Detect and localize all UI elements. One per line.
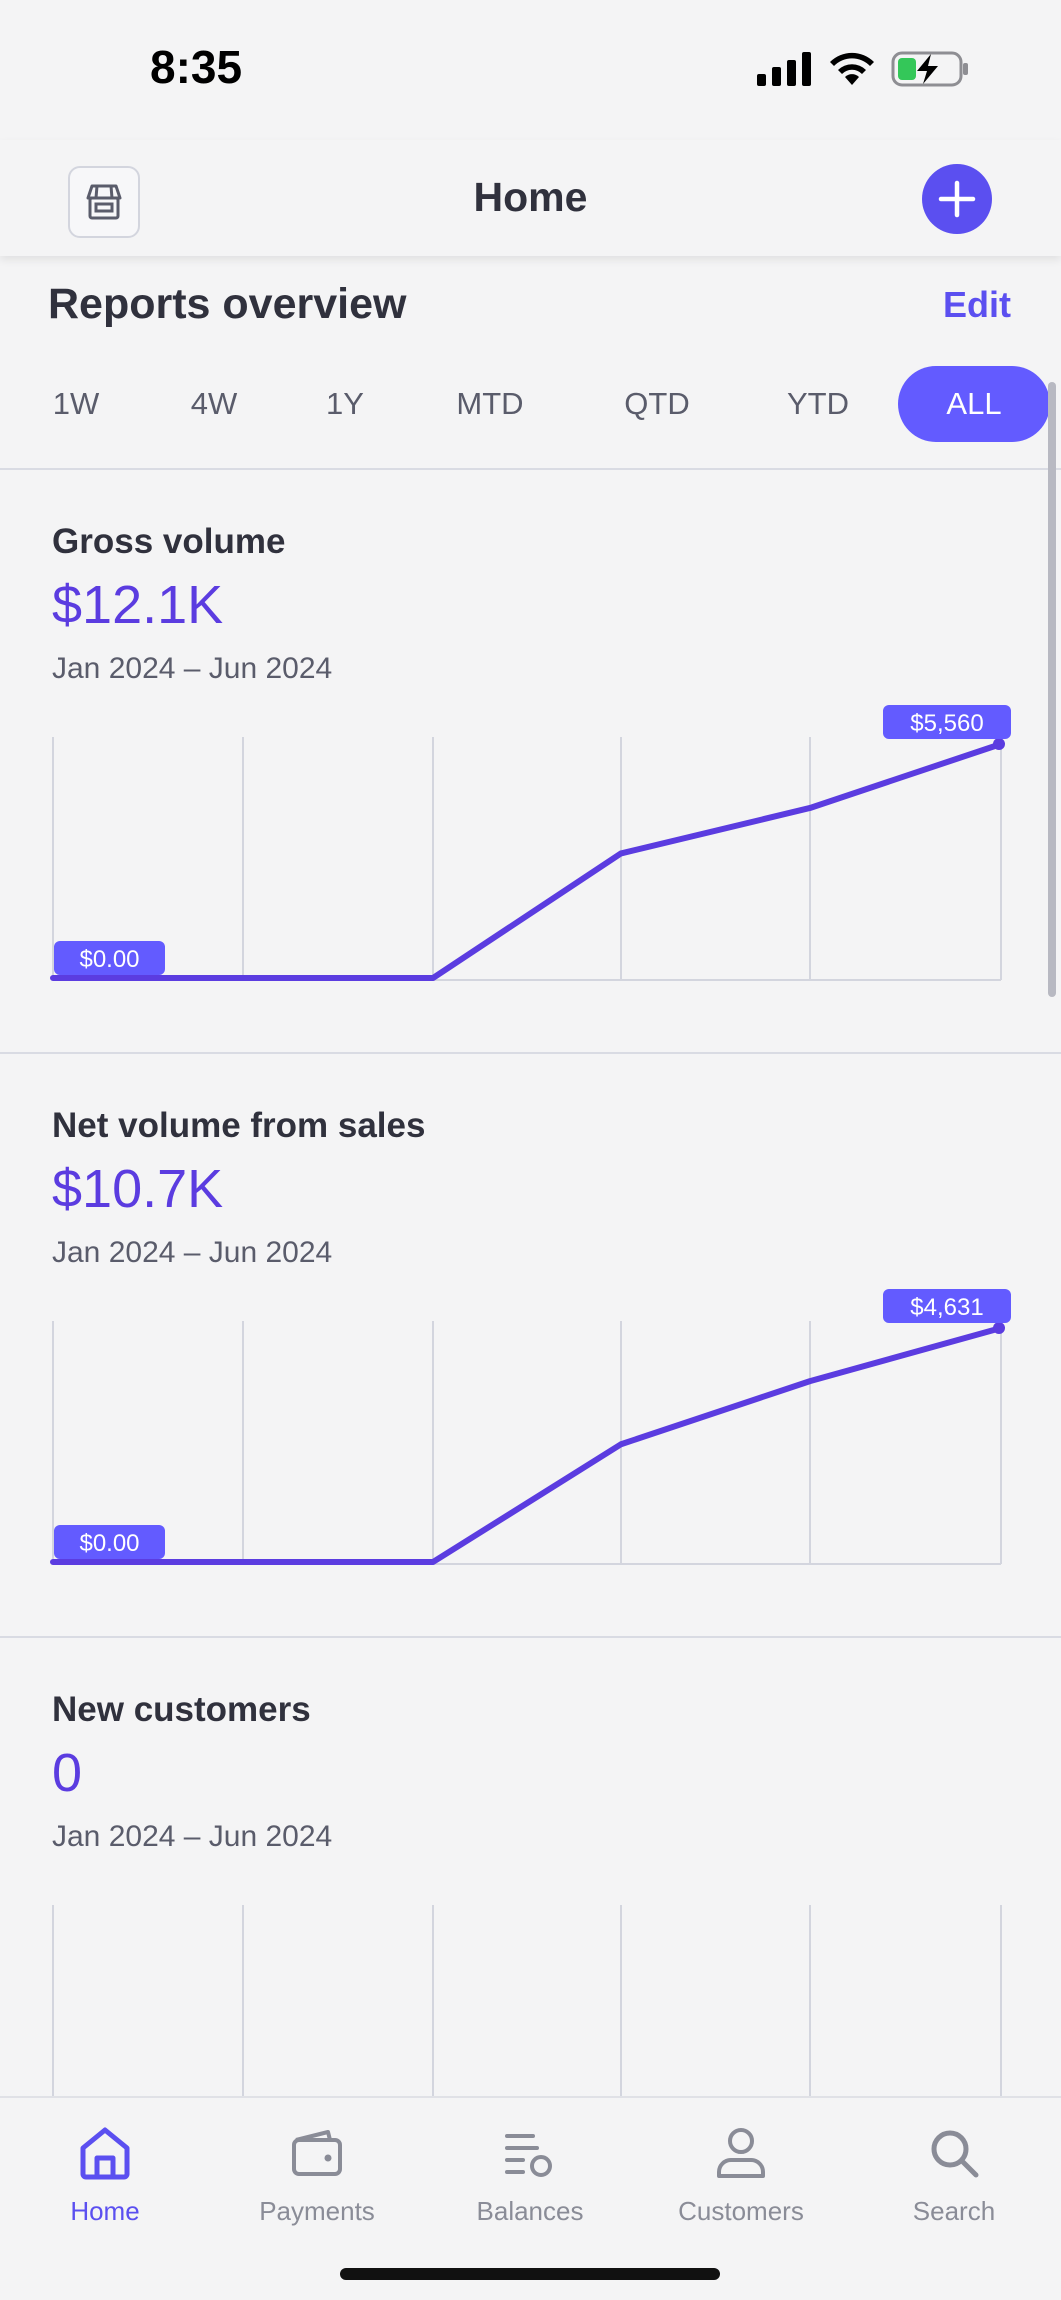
range-tab-1w[interactable]: 1W <box>52 386 100 421</box>
tab-search[interactable]: Search <box>864 2118 1044 2227</box>
series-line <box>50 741 1004 981</box>
tab-payments[interactable]: Payments <box>227 2118 407 2227</box>
report-card-gross-volume[interactable]: Gross volume $12.1K Jan 2024 – Jun 2024 … <box>0 522 1061 1052</box>
person-icon <box>717 2128 765 2178</box>
divider <box>0 1052 1061 1054</box>
page-title: Home <box>473 174 588 220</box>
bottom-tab-bar: Home Payments Balances <box>0 2096 1061 2300</box>
storefront-icon <box>86 184 122 220</box>
data-point <box>240 1559 246 1565</box>
start-value-label-bg <box>54 941 165 975</box>
card-title: Gross volume <box>52 522 286 561</box>
report-card-net-volume[interactable]: Net volume from sales $10.7K Jan 2024 – … <box>0 1106 1061 1636</box>
report-card-new-customers[interactable]: New customers 0 Jan 2024 – Jun 2024 <box>0 1690 1061 2096</box>
wifi-icon <box>830 52 874 85</box>
gross-volume-chart: $0.00 $5,560 <box>50 705 1011 981</box>
home-icon <box>80 2127 130 2180</box>
end-point <box>993 738 1005 750</box>
signal-icon <box>757 52 811 86</box>
card-title: New customers <box>52 1690 311 1729</box>
home-indicator <box>340 2268 720 2280</box>
plus-icon <box>938 180 976 218</box>
range-tab-qtd[interactable]: QTD <box>624 386 690 421</box>
tab-label: Payments <box>259 2196 375 2226</box>
tab-customers[interactable]: Customers <box>651 2118 831 2227</box>
end-value-label: $5,560 <box>910 710 983 737</box>
series-line <box>50 1325 1004 1565</box>
card-value: $12.1K <box>52 575 224 635</box>
status-bar: 8:35 <box>0 0 1061 140</box>
tab-label: Search <box>912 2196 996 2226</box>
search-icon <box>931 2130 979 2178</box>
data-point <box>807 1378 813 1384</box>
tab-home[interactable]: Home <box>15 2118 195 2227</box>
tab-label: Home <box>70 2196 140 2226</box>
tab-label: Balances <box>476 2196 584 2226</box>
range-selector: 1W 4W 1Y MTD QTD YTD ALL <box>0 366 1061 442</box>
range-tab-ytd[interactable]: YTD <box>787 386 849 421</box>
divider <box>0 1636 1061 1638</box>
range-tab-1y[interactable]: 1Y <box>326 386 364 421</box>
card-value: $10.7K <box>52 1159 224 1219</box>
divider <box>0 468 1061 470</box>
data-point <box>430 1559 436 1565</box>
top-nav-bar: Home <box>0 140 1061 256</box>
store-button[interactable] <box>68 166 140 238</box>
card-date-range: Jan 2024 – Jun 2024 <box>52 652 333 685</box>
data-point <box>50 1559 56 1565</box>
edit-button[interactable]: Edit <box>943 284 1011 325</box>
data-point <box>240 975 246 981</box>
card-title: Net volume from sales <box>52 1106 426 1145</box>
status-icons <box>757 50 969 88</box>
balances-icon <box>505 2134 552 2177</box>
net-volume-chart: $0.00 $4,631 <box>50 1289 1011 1565</box>
data-point <box>50 975 56 981</box>
start-value-label: $0.00 <box>79 946 139 973</box>
data-point <box>430 975 436 981</box>
data-point <box>618 850 624 856</box>
range-tab-all[interactable]: ALL <box>898 366 1050 442</box>
reports-title: Reports overview <box>48 280 407 328</box>
data-point <box>618 1441 624 1447</box>
battery-icon <box>891 51 968 87</box>
data-point <box>807 805 813 811</box>
new-customers-chart <box>52 1905 1002 2096</box>
end-point <box>993 1322 1005 1334</box>
wallet-icon <box>292 2130 342 2176</box>
scrollbar[interactable] <box>1048 382 1056 997</box>
add-button[interactable] <box>922 164 992 234</box>
card-date-range: Jan 2024 – Jun 2024 <box>52 1820 333 1853</box>
card-value: 0 <box>52 1743 83 1803</box>
tab-balances[interactable]: Balances <box>440 2118 620 2227</box>
start-value-label: $0.00 <box>79 1530 139 1557</box>
end-value-label: $4,631 <box>910 1294 983 1321</box>
range-tab-4w[interactable]: 4W <box>190 386 238 421</box>
card-date-range: Jan 2024 – Jun 2024 <box>52 1236 333 1269</box>
start-value-label-bg <box>54 1525 165 1559</box>
end-value-label-bg <box>883 1289 1011 1323</box>
status-time: 8:35 <box>150 41 243 93</box>
tab-label: Customers <box>678 2196 804 2226</box>
range-tab-mtd[interactable]: MTD <box>456 386 524 421</box>
end-value-label-bg <box>883 705 1011 739</box>
